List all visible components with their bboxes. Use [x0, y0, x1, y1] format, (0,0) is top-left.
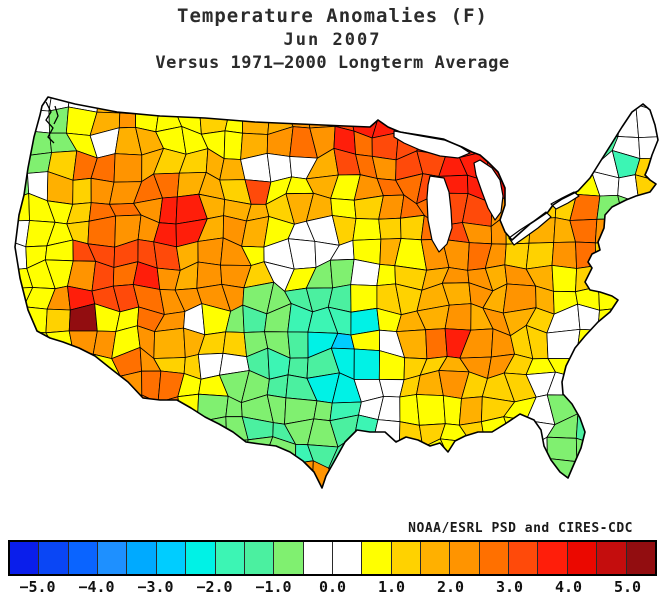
colorbar-tick-label: −1.0 — [255, 578, 292, 596]
colorbar-tick-label: −3.0 — [137, 578, 174, 596]
colorbar-cell — [302, 542, 332, 574]
colorbar-cell — [478, 542, 509, 574]
colorbar-tick-label: 3.0 — [495, 578, 524, 596]
colorbar-cell — [625, 542, 655, 574]
great-lake — [508, 211, 552, 246]
colorbar-tick-label: −4.0 — [78, 578, 115, 596]
colorbar-tick-label: 4.0 — [554, 578, 583, 596]
colorbar-cell — [67, 542, 98, 574]
colorbar-cell — [331, 542, 362, 574]
title-block: Temperature Anomalies (F) Jun 2007 Versu… — [0, 4, 665, 75]
colorbar-cell — [97, 542, 127, 574]
colorbar-cell — [508, 542, 538, 574]
colorbar-tick-label: 5.0 — [613, 578, 642, 596]
great-lake — [473, 159, 504, 221]
colorbar-cell — [10, 542, 39, 574]
plot-subtitle-baseline: Versus 1971–2000 Longterm Average — [155, 53, 510, 73]
colorbar-tick-label: −5.0 — [19, 578, 56, 596]
colorbar-cell — [273, 542, 303, 574]
colorbar-cell — [214, 542, 244, 574]
colorbar-tick-label: 0.0 — [318, 578, 347, 596]
climate-division-cells — [15, 97, 658, 488]
colorbar-tick-label: −2.0 — [196, 578, 233, 596]
colorbar — [8, 540, 657, 576]
colorbar-cell — [361, 542, 391, 574]
great-lake — [426, 175, 453, 253]
colorbar-cell — [537, 542, 567, 574]
colorbar-tick-label: 1.0 — [377, 578, 406, 596]
colorbar-cell — [38, 542, 68, 574]
colorbar-cell — [420, 542, 450, 574]
colorbar-cell — [449, 542, 479, 574]
us-temperature-anomaly-map — [0, 86, 665, 536]
colorbar-cell — [390, 542, 421, 574]
colorbar-cell — [596, 542, 626, 574]
colorbar-cell — [566, 542, 597, 574]
colorbar-cell — [126, 542, 156, 574]
attribution-text: NOAA/ESRL PSD and CIRES-CDC — [408, 521, 633, 536]
colorbar-cell — [185, 542, 215, 574]
colorbar-tick-label: 2.0 — [436, 578, 465, 596]
us-outline — [14, 96, 659, 489]
plot-subtitle-date: Jun 2007 — [283, 30, 382, 50]
plot-title: Temperature Anomalies (F) — [177, 5, 488, 27]
great-lake — [550, 191, 580, 210]
colorbar-cell — [243, 542, 274, 574]
colorbar-cell — [155, 542, 186, 574]
coast-detail-line — [53, 105, 59, 125]
colorbar-tick-labels: −5.0 −4.0 −3.0 −2.0 −1.0 0.0 1.0 2.0 3.0 4.0 5.0 — [8, 578, 657, 598]
coast-detail-line — [45, 101, 55, 144]
